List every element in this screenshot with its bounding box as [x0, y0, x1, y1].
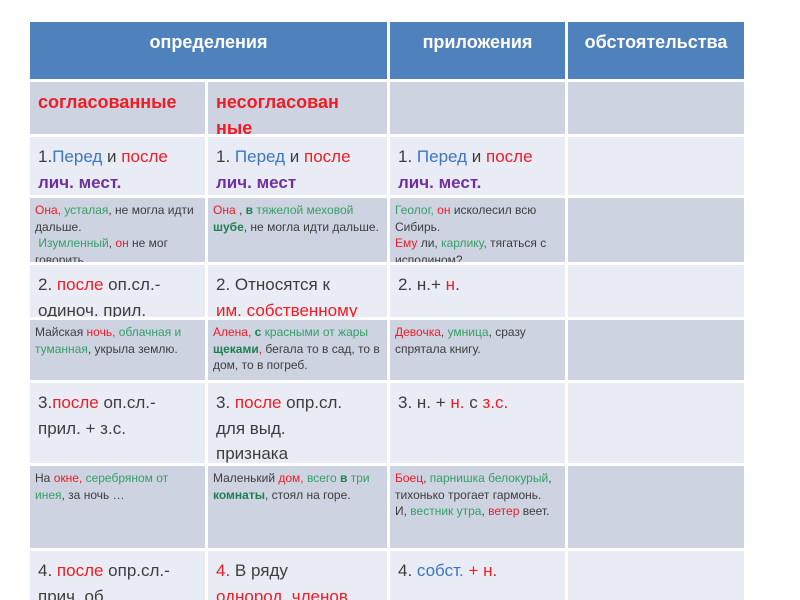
rule-4-col1: 4. после опр.сл.- прич. об. — [30, 551, 205, 600]
subheader-col2: несогласованные — [208, 82, 387, 134]
subheader-col4-empty — [568, 82, 744, 134]
header-definitions: определения — [30, 22, 387, 79]
text-runs: 4. В ряду однород. членов — [216, 561, 348, 600]
text-runs: несогласованные — [216, 92, 339, 134]
text-runs: Девочка, умница, сразу спрятала книгу. — [395, 325, 530, 356]
text-runs: Алена, с красными от жары щеками, бегала… — [213, 325, 384, 373]
rule-3-col1: 3.после оп.сл.- прил. + з.с. — [30, 383, 205, 463]
text-runs: На окне, серебряном от инея, за ночь … — [35, 471, 172, 502]
examples-3-col2: Маленький дом, всего в три комнаты, стоя… — [208, 466, 387, 548]
examples-3-col3: Боец, парнишка белокурый, тихонько трога… — [390, 466, 565, 548]
rule-2-col1: 2. после оп.сл.- одиноч. прил. — [30, 265, 205, 317]
rule-3-col2: 3. после опр.сл. для выд. признака — [208, 383, 387, 463]
rule-2-col3: 2. н.+ н. — [390, 265, 565, 317]
text-runs: Она , в тяжелой меховой шубе, не могла и… — [213, 203, 379, 234]
text-runs: согласованные — [38, 92, 177, 112]
rule-2-col2: 2. Относятся к им. собственному — [208, 265, 387, 317]
rule-3-col4-empty — [568, 383, 744, 463]
text-runs: Она, усталая, не могла идти дальше. Изум… — [35, 203, 194, 262]
text-runs: 2. после оп.сл.- одиноч. прил. — [38, 275, 161, 317]
text-runs: 3. после опр.сл. для выд. признака — [216, 393, 343, 463]
text-runs: 2. Относятся к им. собственному — [216, 275, 358, 317]
examples-2-col2: Алена, с красными от жары щеками, бегала… — [208, 320, 387, 380]
text-runs: 4. собст. + н. — [398, 561, 498, 580]
text-runs: Майская ночь, облачная и туманная, укрыл… — [35, 325, 185, 356]
text-runs: Геолог, он исколесил всю Сибирь. Ему ли,… — [395, 203, 550, 262]
text-runs: 1.Перед и после лич. мест. — [38, 147, 168, 192]
text-runs: 3.после оп.сл.- прил. + з.с. — [38, 393, 156, 438]
text-runs: Боец, парнишка белокурый, тихонько трога… — [395, 471, 552, 519]
examples-1-col3: Геолог, он исколесил всю Сибирь. Ему ли,… — [390, 198, 565, 262]
header-adverbials: обстоятельства — [568, 22, 744, 79]
grammar-table: определения приложения обстоятельства согла… — [30, 22, 747, 600]
text-runs: 4. после опр.сл.- прич. об. — [38, 561, 170, 600]
text-runs: Маленький дом, всего в три комнаты, стоя… — [213, 471, 373, 502]
examples-3-col1: На окне, серебряном от инея, за ночь … — [30, 466, 205, 548]
examples-2-col4-empty — [568, 320, 744, 380]
rule-1-col3: 1. Перед и после лич. мест. — [390, 137, 565, 195]
examples-1-col4-empty — [568, 198, 744, 262]
text-runs: 2. н.+ н. — [398, 275, 460, 294]
examples-1-col1: Она, усталая, не могла идти дальше. Изум… — [30, 198, 205, 262]
rule-3-col3: 3. н. + н. с з.с. — [390, 383, 565, 463]
examples-2-col3: Девочка, умница, сразу спрятала книгу. — [390, 320, 565, 380]
header-appositions: приложения — [390, 22, 565, 79]
examples-2-col1: Майская ночь, облачная и туманная, укрыл… — [30, 320, 205, 380]
rule-1-col2: 1. Перед и после лич. мест — [208, 137, 387, 195]
rule-4-col2: 4. В ряду однород. членов — [208, 551, 387, 600]
rule-2-col4-empty — [568, 265, 744, 317]
examples-1-col2: Она , в тяжелой меховой шубе, не могла и… — [208, 198, 387, 262]
text-runs: 3. н. + н. с з.с. — [398, 393, 509, 412]
rule-1-col4-empty — [568, 137, 744, 195]
rule-1-col1: 1.Перед и после лич. мест. — [30, 137, 205, 195]
text-runs: 1. Перед и после лич. мест. — [398, 147, 533, 192]
rule-4-col3: 4. собст. + н. — [390, 551, 565, 600]
examples-3-col4-empty — [568, 466, 744, 548]
rule-4-col4-empty — [568, 551, 744, 600]
subheader-col3-empty — [390, 82, 565, 134]
text-runs: 1. Перед и после лич. мест — [216, 147, 351, 192]
subheader-col1: согласованные — [30, 82, 205, 134]
